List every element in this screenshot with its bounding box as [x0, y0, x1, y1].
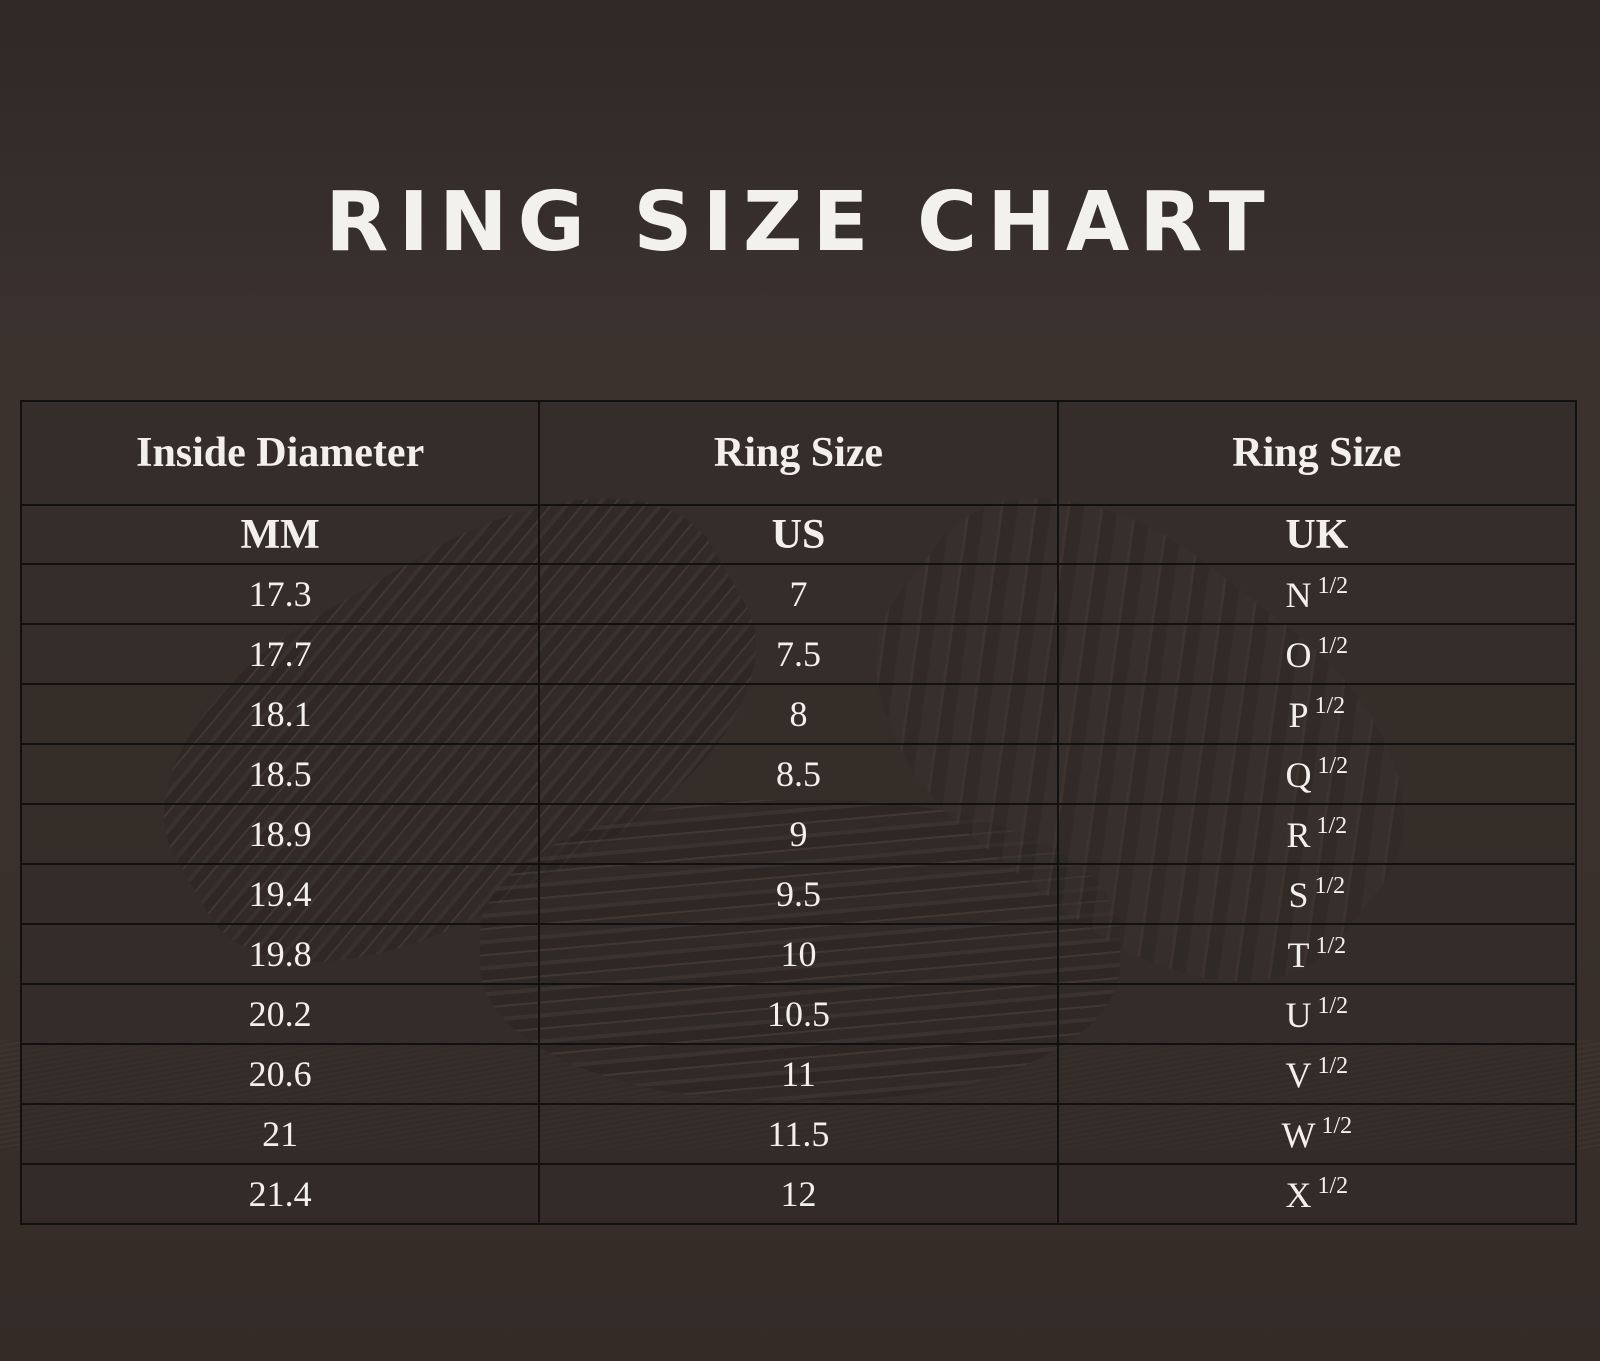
table-row: 17.7 7.5 O 1/2 [19, 623, 1578, 685]
uk-letter: V [1285, 1054, 1312, 1095]
cell-uk: S 1/2 [1056, 863, 1578, 925]
uk-half: 1/2 [1315, 932, 1347, 959]
uk-half: 1/2 [1314, 872, 1346, 899]
table-row: 21.4 12 X 1/2 [19, 1163, 1578, 1225]
cell-uk: X 1/2 [1056, 1163, 1578, 1225]
uk-half: 1/2 [1316, 812, 1348, 839]
uk-letter: X [1285, 1174, 1312, 1215]
cell-uk: W 1/2 [1056, 1103, 1578, 1165]
cell-mm: 21 [19, 1103, 541, 1165]
cell-mm: 17.3 [19, 563, 541, 625]
cell-us: 7.5 [538, 623, 1059, 685]
uk-letter: U [1285, 994, 1312, 1035]
header-ring-size-us: Ring Size [538, 400, 1059, 506]
header-row: Inside Diameter Ring Size Ring Size [19, 400, 1578, 506]
uk-half: 1/2 [1321, 1112, 1353, 1139]
uk-half: 1/2 [1317, 1052, 1349, 1079]
cell-mm: 20.6 [19, 1043, 541, 1105]
cell-uk: U 1/2 [1056, 983, 1578, 1045]
cell-us: 7 [538, 563, 1059, 625]
cell-us: 8 [538, 683, 1059, 745]
table-row: 21 11.5 W 1/2 [19, 1103, 1578, 1165]
table-row: 18.5 8.5 Q 1/2 [19, 743, 1578, 805]
cell-us: 10.5 [538, 983, 1059, 1045]
uk-half: 1/2 [1314, 692, 1346, 719]
table-row: 19.8 10 T 1/2 [19, 923, 1578, 985]
cell-us: 8.5 [538, 743, 1059, 805]
header-inside-diameter: Inside Diameter [19, 400, 541, 506]
table-row: 20.2 10.5 U 1/2 [19, 983, 1578, 1045]
cell-uk: N 1/2 [1056, 563, 1578, 625]
cell-uk: O 1/2 [1056, 623, 1578, 685]
table-row: 20.6 11 V 1/2 [19, 1043, 1578, 1105]
cell-mm: 19.4 [19, 863, 541, 925]
page-title: RING SIZE CHART [325, 175, 1275, 270]
cell-uk: R 1/2 [1056, 803, 1578, 865]
uk-half: 1/2 [1317, 992, 1349, 1019]
uk-letter: S [1288, 874, 1309, 915]
table-row: 18.1 8 P 1/2 [19, 683, 1578, 745]
header-ring-size-uk: Ring Size [1056, 400, 1578, 506]
cell-mm: 20.2 [19, 983, 541, 1045]
cell-us: 10 [538, 923, 1059, 985]
cell-us: 9 [538, 803, 1059, 865]
uk-half: 1/2 [1317, 572, 1349, 599]
unit-row: MM US UK [19, 504, 1578, 565]
uk-half: 1/2 [1317, 752, 1349, 779]
uk-half: 1/2 [1317, 1172, 1349, 1199]
unit-mm: MM [19, 504, 541, 565]
cell-uk: Q 1/2 [1056, 743, 1578, 805]
uk-letter: O [1285, 634, 1312, 675]
ring-size-table: Inside Diameter Ring Size Ring Size MM U… [19, 400, 1578, 1225]
table-row: 17.3 7 N 1/2 [19, 563, 1578, 625]
unit-us: US [538, 504, 1059, 565]
cell-us: 11.5 [538, 1103, 1059, 1165]
uk-letter: Q [1285, 754, 1312, 795]
uk-half: 1/2 [1317, 632, 1349, 659]
cell-us: 11 [538, 1043, 1059, 1105]
cell-mm: 18.5 [19, 743, 541, 805]
uk-letter: P [1288, 694, 1309, 735]
uk-letter: R [1286, 814, 1311, 855]
cell-mm: 18.1 [19, 683, 541, 745]
table-row: 19.4 9.5 S 1/2 [19, 863, 1578, 925]
cell-us: 9.5 [538, 863, 1059, 925]
cell-mm: 19.8 [19, 923, 541, 985]
cell-mm: 21.4 [19, 1163, 541, 1225]
uk-letter: W [1281, 1114, 1316, 1155]
cell-uk: V 1/2 [1056, 1043, 1578, 1105]
unit-uk: UK [1056, 504, 1578, 565]
uk-letter: T [1287, 934, 1310, 975]
cell-us: 12 [538, 1163, 1059, 1225]
uk-letter: N [1285, 574, 1312, 615]
table-row: 18.9 9 R 1/2 [19, 803, 1578, 865]
cell-mm: 18.9 [19, 803, 541, 865]
cell-uk: P 1/2 [1056, 683, 1578, 745]
cell-mm: 17.7 [19, 623, 541, 685]
cell-uk: T 1/2 [1056, 923, 1578, 985]
